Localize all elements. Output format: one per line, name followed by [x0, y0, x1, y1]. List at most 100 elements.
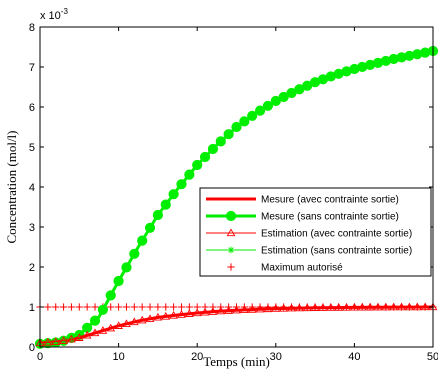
data-point	[107, 303, 115, 311]
y-tick-label: 1	[29, 302, 35, 314]
data-point	[91, 303, 99, 311]
data-point	[357, 302, 367, 311]
data-point	[420, 302, 430, 311]
data-point	[303, 82, 311, 90]
data-point	[216, 306, 226, 315]
data-point	[106, 323, 116, 332]
series-estimation-sans-contrainte-sortie	[36, 47, 437, 348]
data-point	[311, 78, 319, 86]
data-point	[192, 308, 202, 317]
y-tick-label: 6	[29, 102, 35, 114]
legend-swatch-marker	[227, 246, 235, 254]
data-point	[129, 317, 139, 326]
data-point	[122, 303, 131, 311]
data-point	[381, 302, 391, 311]
plot-area	[40, 27, 433, 347]
data-point	[99, 306, 107, 314]
data-point	[327, 73, 335, 80]
data-point	[397, 302, 406, 311]
data-point	[319, 75, 327, 83]
data-point	[247, 305, 257, 313]
data-point	[178, 180, 185, 188]
y-tick-label: 8	[29, 22, 35, 34]
data-point	[162, 201, 170, 208]
data-point	[350, 302, 359, 311]
data-point	[263, 304, 273, 313]
data-point	[146, 224, 154, 232]
data-point	[59, 336, 68, 344]
data-point	[335, 70, 343, 78]
data-point	[193, 161, 201, 169]
data-point	[389, 302, 399, 311]
data-point	[138, 237, 146, 244]
data-point	[358, 63, 366, 71]
data-point	[217, 138, 225, 145]
legend: Mesure (avec contrainte sortie) Mesure (s…	[199, 187, 432, 277]
data-point	[224, 306, 234, 314]
data-point	[256, 107, 264, 114]
data-point	[83, 303, 91, 311]
data-point	[302, 303, 312, 312]
ticks-layer: 0 10 20 30 40 50 0 1 2 3 4 5 6 7 8	[29, 22, 438, 363]
data-point	[334, 303, 344, 311]
data-point	[83, 324, 91, 332]
data-point	[287, 303, 296, 312]
data-point	[326, 303, 336, 311]
legend-label: Maximum autorisé	[261, 263, 343, 274]
data-point	[295, 85, 303, 93]
data-point	[130, 303, 138, 311]
data-point	[162, 303, 170, 311]
data-point	[52, 303, 60, 311]
data-point	[342, 302, 351, 311]
data-point	[75, 303, 83, 311]
x-tick-label: 40	[348, 351, 360, 363]
y-exponent-base: x 10	[40, 10, 61, 22]
data-point	[145, 314, 155, 322]
data-point	[280, 93, 288, 101]
y-tick-label: 0	[29, 342, 35, 354]
data-point	[271, 304, 281, 312]
data-point	[59, 303, 68, 311]
data-point	[239, 305, 249, 314]
data-point	[153, 312, 163, 321]
data-point	[264, 102, 272, 110]
data-point	[390, 55, 398, 63]
data-point	[351, 65, 358, 73]
y-tick-label: 4	[29, 182, 35, 194]
data-point	[115, 303, 123, 311]
data-point	[170, 303, 178, 311]
y-tick-label: 5	[29, 142, 35, 154]
data-point	[177, 303, 186, 311]
data-point	[208, 307, 218, 315]
data-point	[406, 52, 413, 60]
data-point	[82, 330, 92, 339]
x-tick-label: 50	[427, 351, 438, 363]
data-point	[248, 112, 256, 120]
legend-entry-estimation-avec-contrainte-sortie: Estimation (avec contrainte sortie)	[206, 228, 412, 240]
data-point	[272, 97, 280, 105]
data-point	[233, 123, 240, 131]
data-point	[122, 319, 131, 328]
data-point	[288, 89, 295, 97]
data-point	[43, 337, 53, 346]
data-point	[169, 310, 178, 319]
data-point	[44, 303, 52, 311]
data-point	[91, 317, 99, 324]
data-point	[225, 130, 233, 138]
legend-label: Mesure (sans contrainte sortie)	[261, 212, 399, 223]
data-point	[154, 303, 162, 311]
legend-label: Mesure (avec contrainte sortie)	[261, 195, 399, 206]
data-point	[366, 61, 374, 69]
data-point	[209, 145, 217, 153]
data-point	[154, 211, 162, 219]
data-point	[295, 303, 304, 312]
x-axis-label: Temps (min)	[203, 354, 270, 369]
data-point	[343, 68, 350, 75]
data-point	[123, 264, 130, 271]
data-point	[413, 50, 421, 58]
legend-label: Estimation (sans contrainte sortie)	[261, 246, 412, 257]
series-estimation-avec-contrainte-sortie	[35, 302, 438, 347]
data-point	[382, 57, 390, 65]
legend-swatch-marker	[225, 210, 237, 222]
